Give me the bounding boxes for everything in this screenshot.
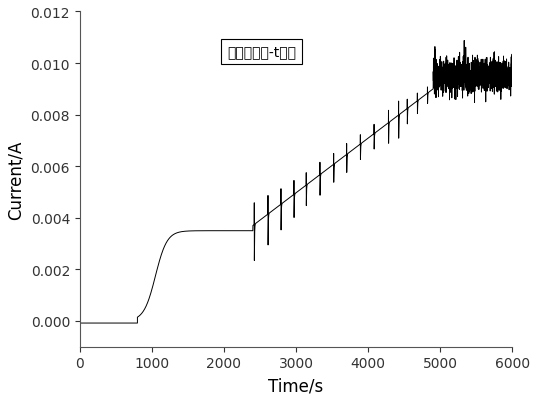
Text: 苯胺恒聚合-t曲线: 苯胺恒聚合-t曲线 (227, 46, 296, 59)
Y-axis label: Current/A: Current/A (7, 140, 25, 219)
X-axis label: Time/s: Time/s (268, 376, 324, 394)
